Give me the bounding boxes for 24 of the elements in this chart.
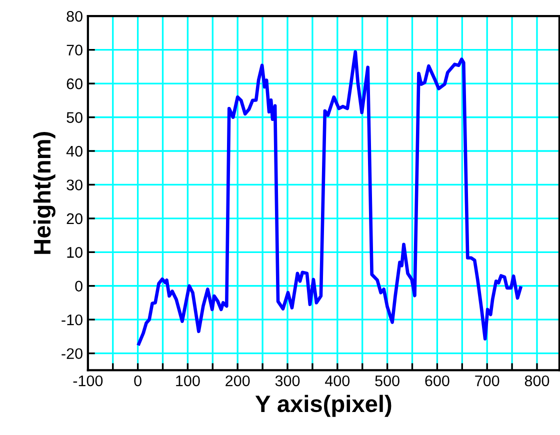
x-tick-label: 100 xyxy=(176,375,200,386)
y-tick-label: 50 xyxy=(66,112,82,123)
y-tick-label: 20 xyxy=(66,213,82,224)
x-axis-title: Y axis(pixel) xyxy=(255,394,392,417)
y-tick-label: 10 xyxy=(67,247,82,258)
y-tick-label: -10 xyxy=(62,314,82,326)
x-tick-label: 500 xyxy=(375,375,400,386)
y-tick-label: 60 xyxy=(66,78,82,90)
y-axis-title: Height(nm) xyxy=(33,132,56,254)
y-tick-label: 30 xyxy=(66,180,82,190)
x-tick-label: 600 xyxy=(425,375,450,386)
x-tick-label: 200 xyxy=(226,375,250,386)
line-series xyxy=(137,50,522,346)
y-tick-label: -20 xyxy=(62,348,82,360)
x-tick-label: 400 xyxy=(325,375,350,386)
y-tick-label: 0 xyxy=(75,280,82,292)
y-tick-label: 40 xyxy=(66,146,82,157)
y-tick-label: 80 xyxy=(66,10,82,22)
y-tick-label: 70 xyxy=(66,44,82,56)
x-tick-label: -100 xyxy=(73,375,103,386)
x-tick-label: 800 xyxy=(524,375,550,386)
x-tick-label: 700 xyxy=(475,375,500,386)
x-tick-label: 300 xyxy=(275,375,300,386)
x-tick-label: 0 xyxy=(134,375,142,386)
